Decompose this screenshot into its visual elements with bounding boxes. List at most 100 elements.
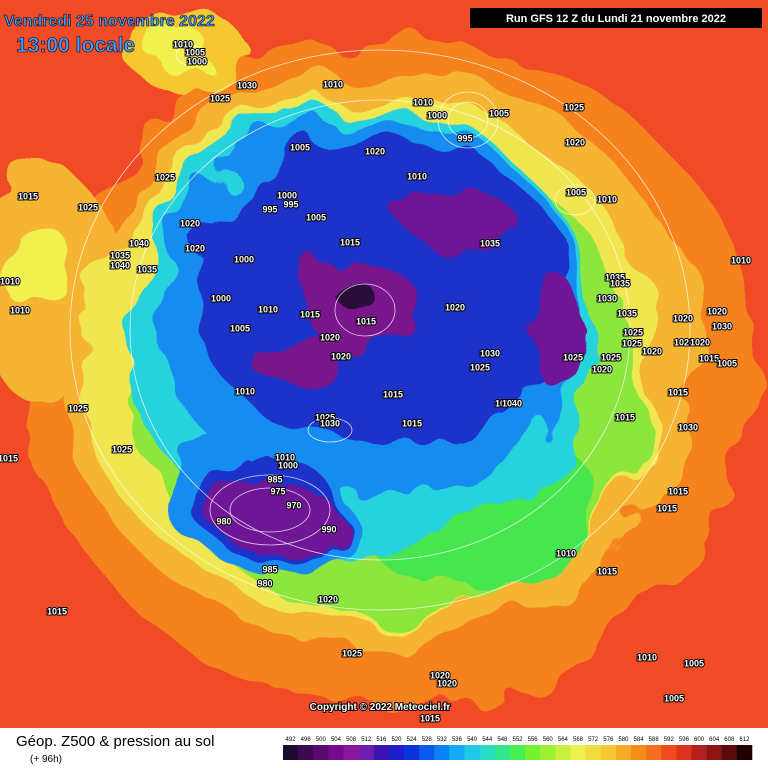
colorbar-tick-label: 564 (558, 737, 569, 743)
isobar-label: 1035 (110, 250, 130, 260)
isobar-label: 1000 (234, 254, 254, 264)
isobar-label: 1020 (331, 351, 351, 361)
colorbar-cell (328, 745, 344, 760)
isobar-label: 1010 (556, 548, 576, 558)
colorbar-cell (358, 745, 375, 760)
colorbar-tick-label: 588 (649, 737, 660, 743)
isobar-label: 1020 (690, 337, 710, 347)
isobar-label: 1015 (597, 566, 617, 576)
isobar-label: 975 (270, 486, 285, 496)
isobar-label: 1005 (717, 358, 737, 368)
colorbar-cell (540, 745, 556, 760)
isobar-label: 1005 (489, 108, 509, 118)
isobar-label: 1025 (155, 172, 175, 182)
isobar-label: 1030 (712, 321, 732, 331)
isobar-label: 1020 (430, 670, 450, 680)
colorbar-tick-label: 532 (437, 737, 448, 743)
isobar-label: 1025 (68, 403, 88, 413)
isobar-label: 1020 (437, 678, 457, 688)
colorbar-tick-label: 528 (422, 737, 433, 743)
isobar-label: 1025 (315, 412, 335, 422)
colorbar-cell (313, 745, 329, 760)
colorbar-cell (676, 745, 692, 760)
colorbar-cell (479, 745, 496, 760)
colorbar: 492 496 500 504 508 512 516 520 524 528 532 536 540 5… (283, 737, 753, 760)
isobar-label: 1020 (185, 243, 205, 253)
colorbar-cell (283, 745, 299, 760)
isobar-label: 1020 (592, 364, 612, 374)
isobar-label: 1005 (290, 142, 310, 152)
colorbar-cell (600, 745, 617, 760)
isobar-label: 1035 (617, 308, 637, 318)
colorbar-cell (525, 745, 541, 760)
isobar-label: 1015 (300, 309, 320, 319)
colorbar-cell (373, 745, 390, 760)
isobar-label: 1035 (137, 264, 157, 274)
isobar-label: 1015 (402, 418, 422, 428)
isobar-label: 1020 (642, 346, 662, 356)
isobar-label: 1015 (47, 606, 67, 616)
colorbar-cell (419, 745, 435, 760)
colorbar-tick-label: 572 (588, 737, 599, 743)
colorbar-tick-label: 596 (679, 737, 690, 743)
isobar-label: 1025 (622, 338, 642, 348)
isobar-label: 985 (262, 564, 277, 574)
isobar-label: 980 (216, 516, 231, 526)
colorbar-tick-label: 576 (603, 737, 614, 743)
isobar-label: 1000 (277, 190, 297, 200)
isobar-label: 1015 (356, 316, 376, 326)
colorbar-cell (464, 745, 480, 760)
colorbar-tick-label: 496 (301, 737, 312, 743)
isobar-label: 1005 (684, 658, 704, 668)
colorbar-cell (615, 745, 632, 760)
colorbar-cell (661, 745, 677, 760)
colorbar-tick-label: 584 (634, 737, 645, 743)
run-box (470, 8, 762, 28)
isobar-label: 1010 (597, 194, 617, 204)
colorbar-cell (706, 745, 723, 760)
isobar-label: 1010 (0, 276, 20, 286)
isobar-label: 1035 (610, 278, 630, 288)
isobar-label: 1020 (707, 306, 727, 316)
colorbar-tick-label: 520 (391, 737, 402, 743)
isobar-label: 1020 (565, 137, 585, 147)
footer-title: Géop. Z500 & pression au sol (16, 733, 214, 750)
isobar-label: 1030 (320, 418, 340, 428)
colorbar-tick-label: 608 (724, 737, 735, 743)
isobar-label: 1010 (495, 398, 515, 408)
colorbar-tick-label: 508 (346, 737, 357, 743)
z500-field (0, 15, 755, 705)
isobar-label: 1010 (323, 79, 343, 89)
colorbar-tick-label: 612 (739, 737, 750, 743)
isobar-label: 1005 (566, 187, 586, 197)
isobar-label: 1015 (0, 453, 18, 463)
isobar-label: 1010 (173, 39, 193, 49)
isobar-label: 1025 (210, 93, 230, 103)
colorbar-cell (570, 745, 586, 760)
colorbar-cell (721, 745, 738, 760)
isobar-label: 1010 (275, 452, 295, 462)
isobar-label: 1025 (470, 362, 490, 372)
isobar-label: 1025 (623, 327, 643, 337)
colorbar-tick-label: 544 (482, 737, 493, 743)
colorbar-tick-label: 512 (361, 737, 372, 743)
isobar-label: 1040 (502, 398, 522, 408)
isobar-label: 1020 (318, 594, 338, 604)
isobar-label: 1025 (342, 648, 362, 658)
colorbar-cell (646, 745, 662, 760)
isobar-label: 1015 (668, 387, 688, 397)
isobar-label: 1005 (230, 323, 250, 333)
isobar-label: 1020 (320, 332, 340, 342)
isobar-label: 980 (257, 578, 272, 588)
colorbar-cell (736, 745, 753, 760)
colorbar-tick-label: 580 (618, 737, 629, 743)
isobar-label: 1010 (258, 304, 278, 314)
isobar-label: 1015 (383, 389, 403, 399)
colorbar-tick-label: 540 (467, 737, 478, 743)
run-info: Run GFS 12 Z du Lundi 21 novembre 2022 (506, 13, 726, 25)
time-title: 13:00 locale (16, 34, 135, 57)
